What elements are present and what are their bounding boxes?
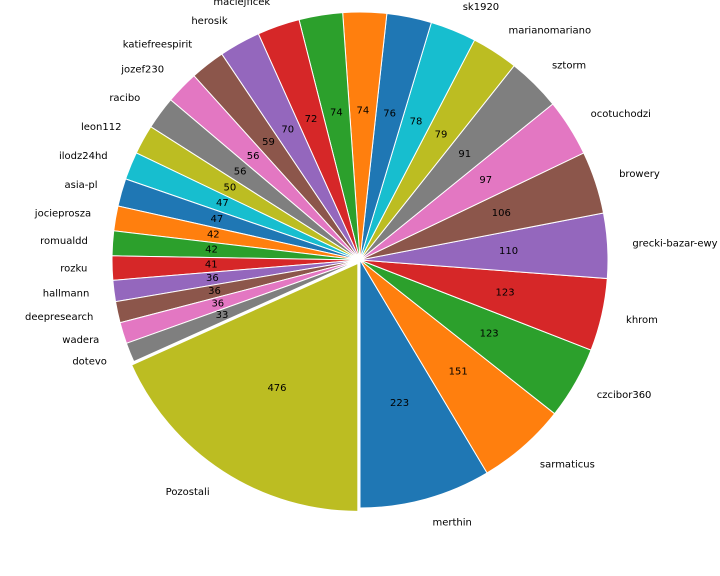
pie-category-label-asia-pl: asia-pl — [65, 180, 98, 191]
pie-slice-pozostali — [130, 262, 359, 512]
pie-category-label-ocotuchodzi: ocotuchodzi — [591, 109, 651, 120]
pie-value-label-racibo: 56 — [234, 166, 247, 177]
pie-value-label-asia-pl: 47 — [210, 214, 223, 225]
pie-category-label-grecki-bazar-ewy: grecki-bazar-ewy — [632, 239, 717, 250]
pie-value-label-jocieprosza: 42 — [207, 229, 220, 240]
pie-value-label-ilodz24hd: 47 — [216, 198, 229, 209]
pie-category-label-marianomariano: marianomariano — [508, 26, 591, 37]
pie-value-label-jozef230: 56 — [247, 151, 260, 162]
pie-value-label-kalikalejawp: 74 — [357, 106, 370, 117]
pie-value-label-dotevo: 33 — [216, 310, 229, 321]
pie-value-label-khrom: 123 — [496, 287, 515, 298]
pie-category-label-jozef230: jozef230 — [120, 65, 164, 76]
pie-value-label-merthin: 223 — [390, 398, 409, 409]
pie-value-label-katiefreespirit: 59 — [262, 137, 275, 148]
pie-category-label-katiefreespirit: katiefreespirit — [123, 39, 193, 50]
pie-value-label-deepresearch: 36 — [208, 286, 221, 297]
pie-value-label-czcibor360: 123 — [480, 328, 499, 339]
pie-category-label-jocieprosza: jocieprosza — [34, 209, 91, 220]
pie-category-label-racibo: racibo — [109, 93, 140, 104]
pie-category-label-pozostali: Pozostali — [166, 487, 210, 498]
pie-value-label-marianomariano: 79 — [435, 130, 448, 141]
pie-value-label-romualdd: 42 — [205, 244, 218, 255]
pie-category-label-deepresearch: deepresearch — [25, 312, 93, 323]
pie-value-label-leon112: 50 — [224, 182, 237, 193]
pie-value-label-browery: 106 — [492, 208, 511, 219]
pie-value-label-sztorm: 91 — [458, 149, 471, 160]
pie-value-label-hallmann: 36 — [206, 273, 219, 284]
pie-category-label-merthin: merthin — [433, 517, 472, 528]
pie-category-label-czcibor360: czcibor360 — [597, 390, 652, 401]
pie-category-label-herosik: herosik — [191, 16, 227, 27]
pie-value-label-ocotuchodzi: 97 — [479, 175, 492, 186]
pie-category-label-wadera: wadera — [62, 335, 99, 346]
pie-category-label-sztorm: sztorm — [552, 61, 586, 72]
pie-value-labels: 2231511231231101069791797876747472705956… — [205, 106, 518, 409]
pie-category-label-maciejficek: maciejficek — [213, 0, 270, 8]
pie-value-label-herosik: 70 — [281, 124, 294, 135]
pie-category-label-rozku: rozku — [60, 263, 87, 274]
pie-category-label-ilodz24hd: ilodz24hd — [59, 151, 108, 162]
pie-category-label-dotevo: dotevo — [72, 356, 107, 367]
pie-value-label-pozostali: 476 — [267, 383, 286, 394]
pie-value-label-sk1920: 78 — [410, 117, 423, 128]
pie-category-labels: merthin sarmaticus czcibor360 khrom grecki-b… — [25, 0, 718, 528]
pie-value-label-mariuszkarowski: 76 — [383, 109, 396, 120]
pie-value-label-maciejficek: 72 — [305, 114, 318, 125]
pie-category-label-sarmaticus: sarmaticus — [540, 460, 595, 471]
pie-category-label-browery: browery — [619, 169, 660, 180]
pie-value-label-barreloflaughs: 74 — [330, 108, 343, 119]
pie-category-label-sk1920: sk1920 — [463, 2, 499, 13]
pie-value-label-grecki-bazar-ewy: 110 — [499, 246, 518, 257]
pie-slice-merthin — [359, 258, 488, 509]
pie-category-label-khrom: khrom — [626, 315, 658, 326]
pie-value-label-wadera: 36 — [211, 298, 224, 309]
pie-slice-dotevo — [125, 259, 361, 363]
pie-value-label-sarmaticus: 151 — [449, 366, 468, 377]
pie-category-label-leon112: leon112 — [81, 122, 121, 133]
pie-category-label-romualdd: romualdd — [40, 236, 88, 247]
pie-slices — [111, 11, 609, 512]
pie-category-label-hallmann: hallmann — [43, 289, 90, 300]
pie-value-label-rozku: 41 — [205, 259, 218, 270]
